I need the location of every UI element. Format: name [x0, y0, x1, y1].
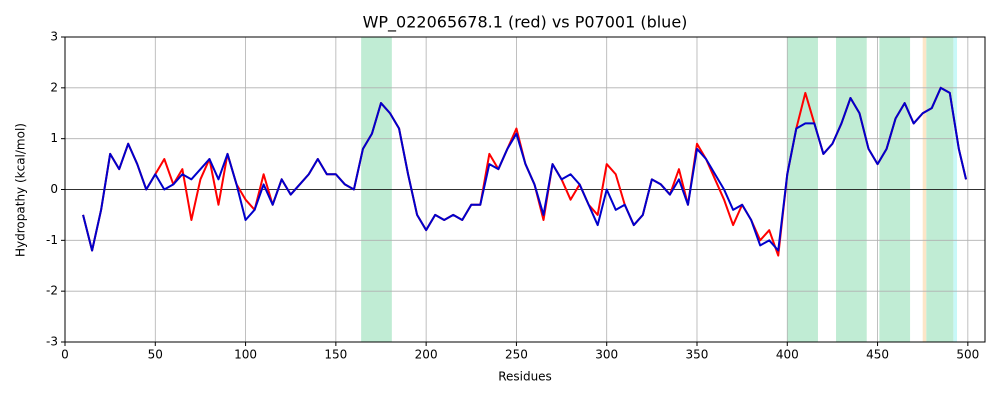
y-tick-label: -1 — [46, 233, 58, 247]
y-tick-label: 0 — [50, 182, 58, 196]
x-tick-label: 350 — [686, 348, 709, 362]
y-axis-label: Hydropathy (kcal/mol) — [14, 123, 28, 257]
y-tick-label: 2 — [50, 80, 58, 94]
y-tick-label: -2 — [46, 284, 58, 298]
x-tick-label: 450 — [866, 348, 889, 362]
x-tick-label: 50 — [148, 348, 163, 362]
data-line — [82, 86, 968, 252]
y-tick-label: -3 — [46, 335, 58, 349]
x-tick-label: 300 — [595, 348, 618, 362]
chart-title: WP_022065678.1 (red) vs P07001 (blue) — [363, 13, 688, 33]
x-axis-label: Residues — [498, 370, 552, 384]
x-tick-label: 200 — [415, 348, 438, 362]
x-tick-label: 0 — [61, 348, 69, 362]
y-tick-label: 1 — [50, 131, 58, 145]
x-tick-label: 150 — [324, 348, 347, 362]
y-tick-label: 3 — [50, 30, 58, 44]
x-tick-label: 500 — [956, 348, 979, 362]
x-tick-label: 100 — [234, 348, 257, 362]
plot-frame — [64, 36, 986, 343]
x-tick-label: 400 — [776, 348, 799, 362]
x-tick-label: 250 — [505, 348, 528, 362]
